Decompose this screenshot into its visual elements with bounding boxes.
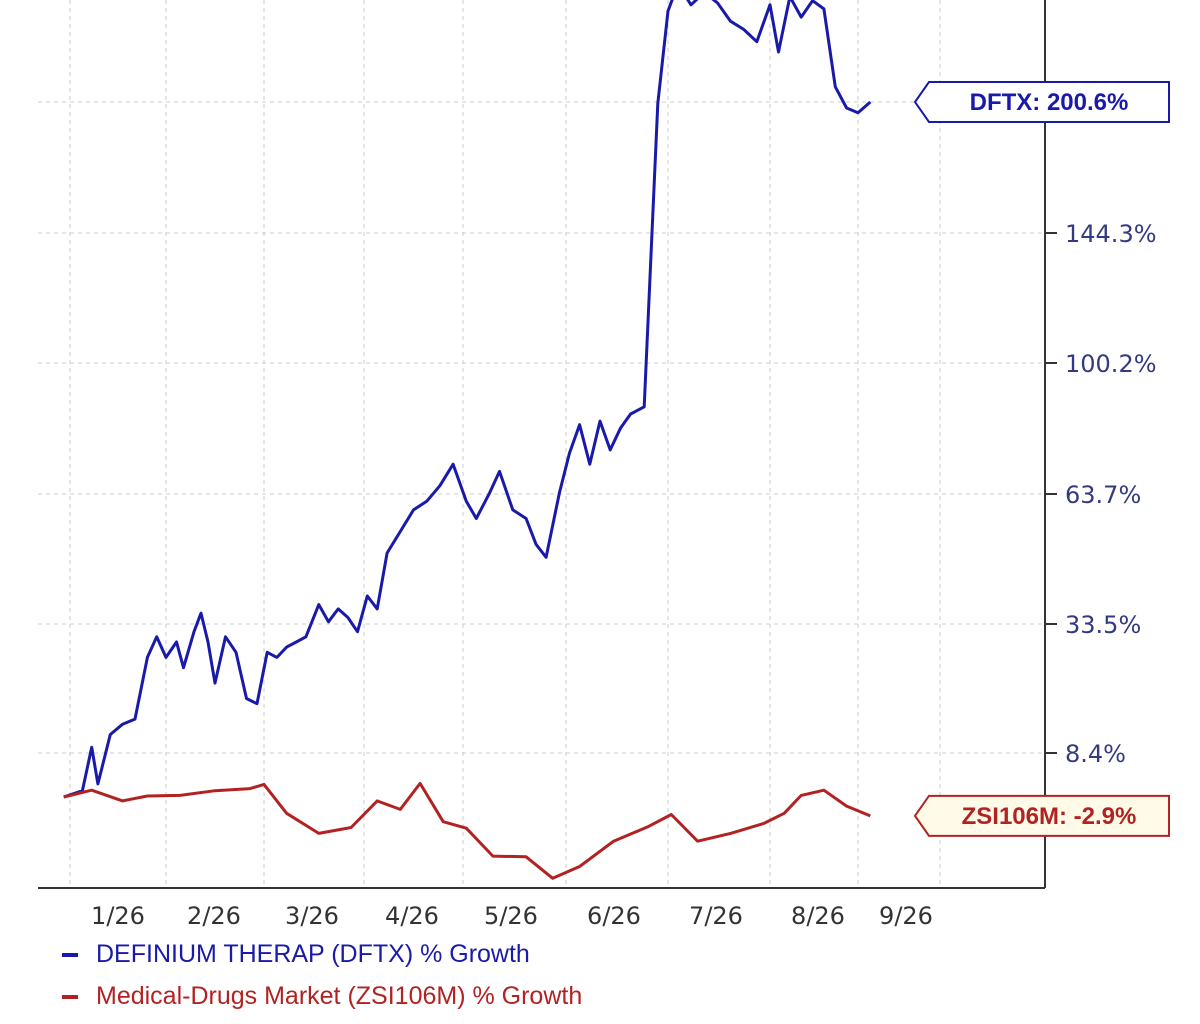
y-tick-label: 33.5% [1065,611,1141,639]
x-tick-label: 7/26 [689,902,743,930]
x-tick-label: 2/26 [187,902,241,930]
callout-dftx-box [913,81,1170,123]
x-tick-label: 4/26 [385,902,439,930]
legend-item-dftx: DEFINIUM THERAP (DFTX) % Growth [62,940,530,969]
y-tick-label: 8.4% [1065,740,1126,768]
legend-swatch-zsi106m [62,995,78,1000]
legend-swatch-dftx [62,953,78,958]
x-tick-label: 8/26 [791,902,845,930]
callout-zsi106m-box [913,794,1170,837]
y-tick-label: 144.3% [1065,220,1157,248]
callout-dftx-label: DFTX: 200.6% [970,89,1129,116]
y-tick-label: 100.2% [1065,350,1157,378]
legend-label-dftx: DEFINIUM THERAP (DFTX) % Growth [96,940,530,968]
legend-item-zsi106m: Medical-Drugs Market (ZSI106M) % Growth [62,982,582,1011]
x-tick-label: 3/26 [285,902,339,930]
x-tick-label: 9/26 [879,902,933,930]
x-tick-label: 6/26 [587,902,641,930]
y-tick-label: 63.7% [1065,481,1141,509]
x-tick-label: 1/26 [91,902,145,930]
series-line-dftx [63,0,872,799]
x-tick-label: 5/26 [484,902,538,930]
series-line-zsi106m [63,781,871,880]
legend-label-zsi106m: Medical-Drugs Market (ZSI106M) % Growth [96,982,583,1010]
callout-zsi106m-label: ZSI106M: -2.9% [962,803,1137,830]
